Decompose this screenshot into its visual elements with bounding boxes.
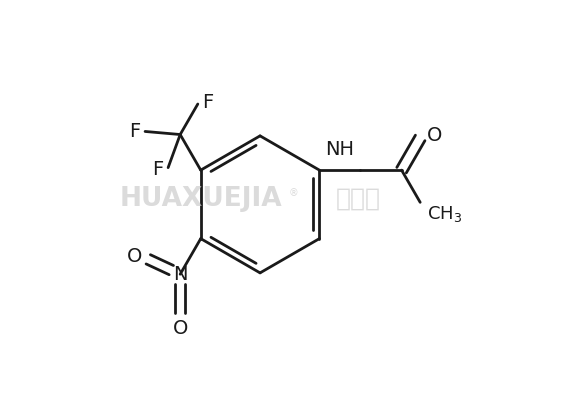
Text: CH$_3$: CH$_3$: [427, 204, 463, 224]
Text: 化学加: 化学加: [335, 187, 380, 210]
Text: NH: NH: [325, 140, 355, 159]
Text: ®: ®: [288, 189, 298, 198]
Text: O: O: [126, 247, 142, 266]
Text: HUAXUEJIA: HUAXUEJIA: [120, 185, 283, 212]
Text: O: O: [172, 319, 188, 338]
Text: O: O: [427, 127, 443, 145]
Text: F: F: [152, 160, 163, 179]
Text: F: F: [203, 93, 214, 112]
Text: N: N: [173, 265, 187, 284]
Text: F: F: [129, 122, 140, 141]
